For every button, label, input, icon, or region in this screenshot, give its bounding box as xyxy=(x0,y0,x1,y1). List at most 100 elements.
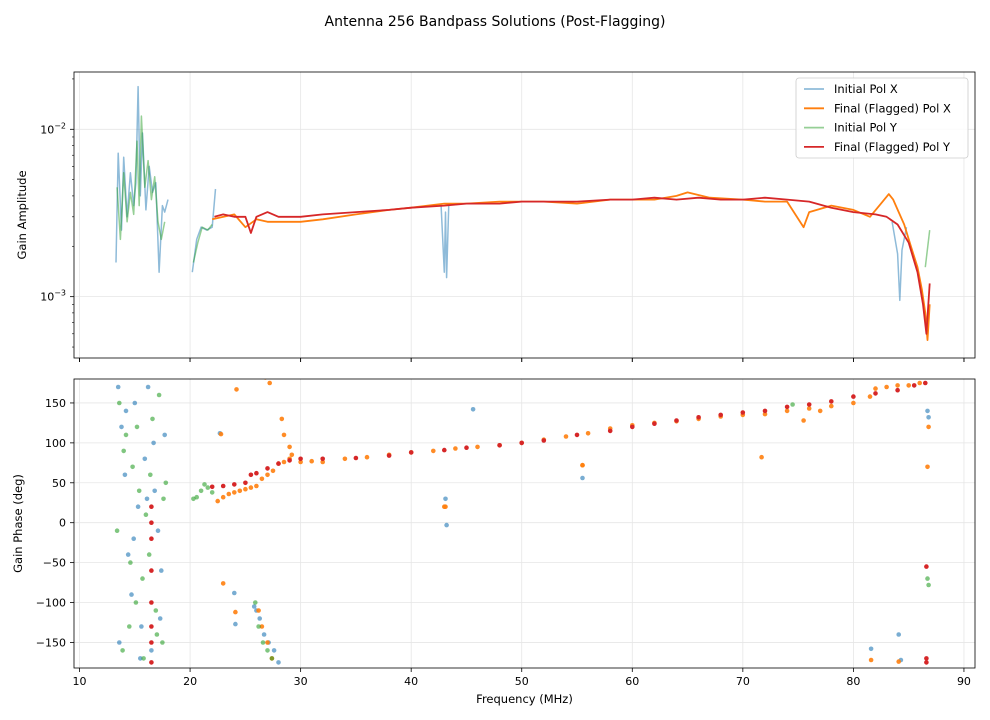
phase-point xyxy=(470,407,476,412)
phase-point xyxy=(442,447,447,453)
phase-point xyxy=(149,648,154,653)
legend-label: Final (Flagged) Pol X xyxy=(834,101,951,115)
phase-point xyxy=(202,482,207,487)
phase-point xyxy=(134,424,140,430)
phase-point xyxy=(198,488,204,494)
amp-series-line xyxy=(191,188,217,273)
phase-point xyxy=(120,648,125,653)
phase-point xyxy=(149,660,154,665)
phase-point xyxy=(148,472,153,478)
amp-series-line xyxy=(115,85,169,273)
phase-point xyxy=(574,432,580,438)
phase-point xyxy=(895,387,900,393)
phase-point xyxy=(218,431,224,437)
phase-point xyxy=(256,624,261,629)
phase-point xyxy=(801,418,806,423)
phase-point xyxy=(896,632,901,637)
phase-point xyxy=(159,568,164,573)
phase-point xyxy=(260,640,266,645)
phase-point xyxy=(141,656,146,661)
phase-point xyxy=(142,456,148,462)
amp-series-line xyxy=(891,221,908,302)
phase-point xyxy=(464,445,469,451)
phase-point xyxy=(276,461,281,466)
phase-point xyxy=(143,512,149,517)
legend-label: Initial Pol X xyxy=(834,82,898,96)
phase-point xyxy=(119,424,124,430)
phase-point xyxy=(140,576,145,581)
amp-series-line xyxy=(924,230,931,268)
phase-point xyxy=(155,528,161,533)
phase-point xyxy=(259,476,265,482)
phase-point xyxy=(254,470,259,476)
phase-tick-label-x: 80 xyxy=(846,675,860,688)
phase-point xyxy=(696,415,701,420)
phase-point xyxy=(924,656,929,661)
phase-point xyxy=(298,459,303,465)
phase-point xyxy=(209,490,215,495)
phase-point xyxy=(232,590,237,596)
phase-series xyxy=(215,379,931,664)
phase-point xyxy=(132,400,138,406)
legend-label: Final (Flagged) Pol Y xyxy=(834,140,951,154)
phase-point xyxy=(123,432,129,438)
phase-point xyxy=(289,452,295,458)
phase-point xyxy=(226,491,232,497)
phase-point xyxy=(444,522,449,528)
phase-point xyxy=(133,600,139,605)
phase-point xyxy=(149,600,154,605)
phase-point xyxy=(806,402,812,407)
phase-point xyxy=(817,408,823,414)
phase-point xyxy=(630,424,635,430)
phase-point xyxy=(924,660,929,665)
phase-point xyxy=(163,480,169,486)
phase-point xyxy=(232,490,237,495)
phase-point xyxy=(117,400,122,406)
phase-point xyxy=(443,496,448,502)
phase-point xyxy=(154,632,160,637)
phase-point xyxy=(265,640,270,645)
phase-point xyxy=(149,504,154,510)
phase-point xyxy=(320,456,326,462)
phase-y-axis-label: Gain Phase (deg) xyxy=(11,474,25,573)
amp-tick-label-y: 10−2 xyxy=(40,121,66,136)
phase-point xyxy=(281,459,287,465)
phase-point xyxy=(156,392,162,398)
amp-series-line xyxy=(212,191,931,342)
phase-point xyxy=(475,444,480,450)
phase-point xyxy=(342,456,348,462)
phase-point xyxy=(117,640,122,645)
phase-point xyxy=(237,488,243,494)
phase-point xyxy=(270,468,276,474)
phase-point xyxy=(925,408,930,414)
legend-box xyxy=(795,77,969,159)
phase-tick-label-x: 30 xyxy=(294,675,308,688)
phase-point xyxy=(194,494,199,500)
phase-point xyxy=(160,640,165,645)
phase-point xyxy=(205,485,211,490)
phase-point xyxy=(121,448,126,454)
phase-point xyxy=(674,418,679,423)
phase-tick-label-x: 70 xyxy=(736,675,750,688)
phase-point xyxy=(607,428,613,434)
phase-tick-label-x: 60 xyxy=(625,675,639,688)
amp-y-axis-label: Gain Amplitude xyxy=(15,170,29,259)
phase-axes-frame xyxy=(73,378,976,669)
phase-point xyxy=(829,403,834,409)
phase-point xyxy=(279,416,285,422)
phase-point xyxy=(851,394,856,399)
phase-series xyxy=(149,380,929,665)
phase-point xyxy=(386,453,392,458)
phase-point xyxy=(251,604,257,609)
phase-point xyxy=(248,485,254,490)
phase-point xyxy=(149,536,154,541)
phase-point xyxy=(161,496,166,502)
phase-point xyxy=(759,454,764,460)
phase-point xyxy=(129,592,134,597)
phase-point xyxy=(364,454,370,460)
phase-point xyxy=(243,480,248,486)
phase-point xyxy=(271,648,277,653)
phase-point xyxy=(149,520,154,525)
phase-point xyxy=(243,486,248,492)
